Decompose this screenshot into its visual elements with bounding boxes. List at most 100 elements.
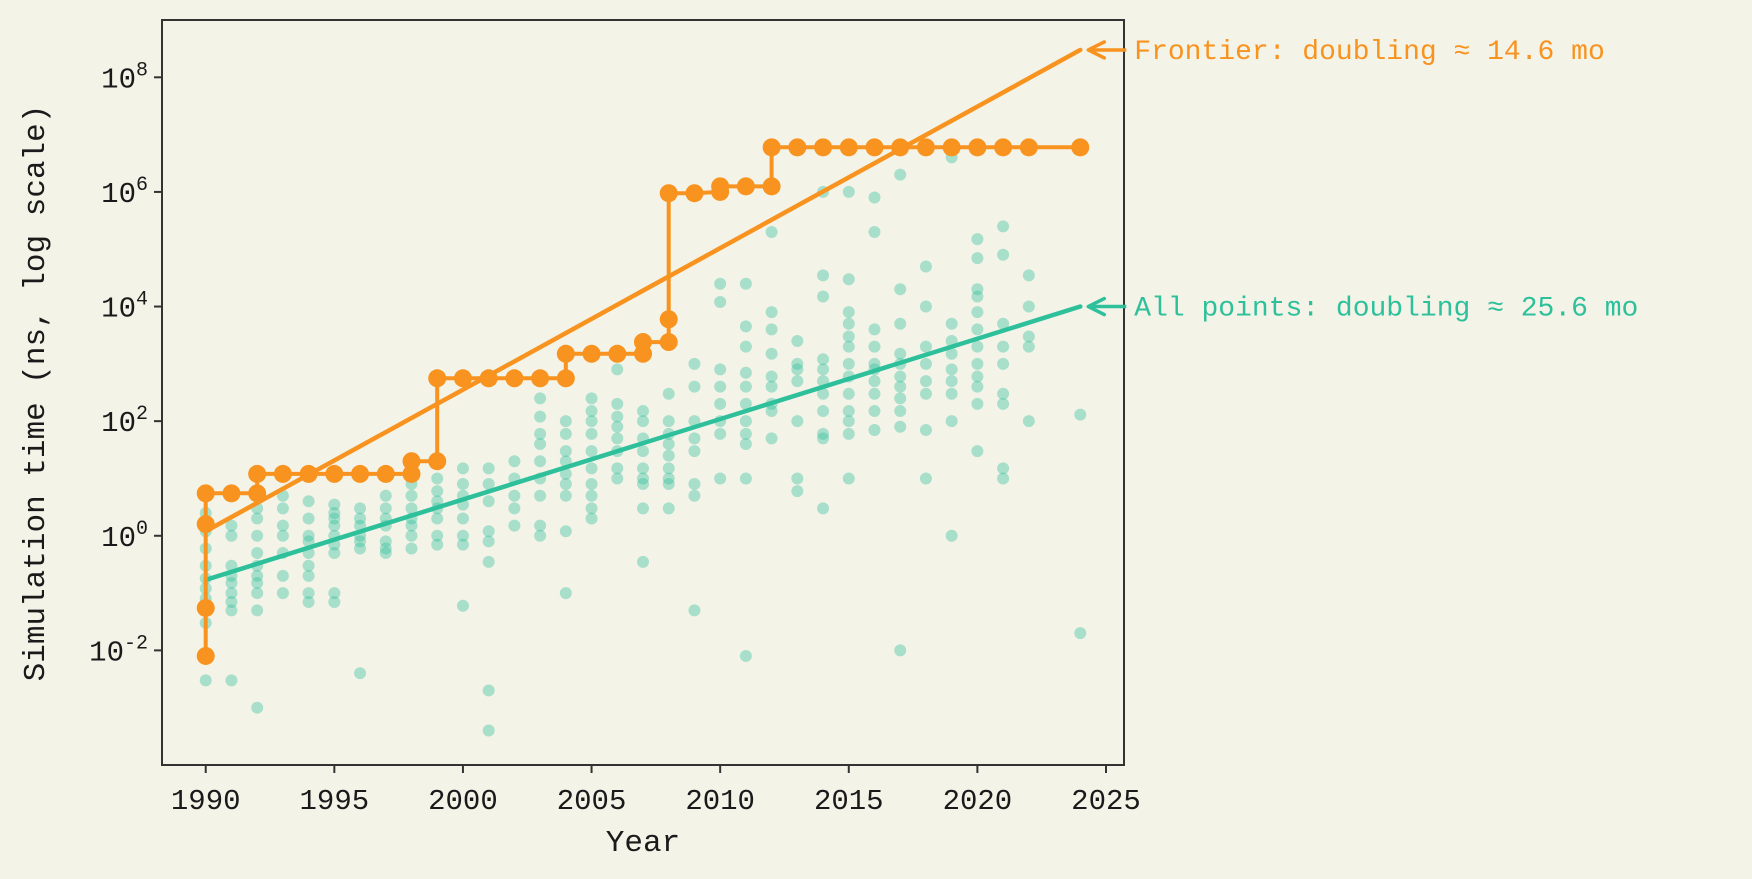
- data-point: [302, 587, 315, 600]
- data-point: [1074, 408, 1087, 421]
- data-point: [1022, 340, 1035, 353]
- data-point: [328, 587, 341, 600]
- frontier-point: [196, 598, 215, 617]
- data-point: [559, 467, 572, 480]
- data-point: [662, 462, 675, 475]
- data-point: [534, 410, 547, 423]
- data-point: [251, 587, 264, 600]
- frontier-point: [325, 464, 344, 483]
- data-point: [1074, 627, 1087, 640]
- data-point: [714, 472, 727, 485]
- data-point: [971, 445, 984, 458]
- data-point: [662, 449, 675, 462]
- data-point: [225, 519, 238, 532]
- data-point: [1022, 415, 1035, 428]
- data-point: [1022, 269, 1035, 282]
- data-point: [971, 233, 984, 246]
- data-point: [868, 375, 881, 388]
- data-point: [739, 340, 752, 353]
- y-tick-label: 104: [101, 289, 148, 326]
- data-point: [739, 380, 752, 393]
- frontier-point: [659, 333, 678, 352]
- data-point: [739, 277, 752, 290]
- frontier-point: [582, 344, 601, 363]
- frontier-point: [479, 369, 498, 388]
- data-point: [765, 347, 778, 360]
- data-point: [611, 472, 624, 485]
- x-tick-label: 1990: [171, 785, 241, 818]
- frontier-point: [428, 452, 447, 471]
- data-point: [842, 317, 855, 330]
- data-point: [328, 506, 341, 519]
- data-point: [482, 684, 495, 697]
- data-point: [508, 519, 521, 532]
- data-point: [868, 323, 881, 336]
- data-point: [894, 370, 907, 383]
- data-point: [251, 512, 264, 525]
- data-point: [251, 529, 264, 542]
- data-point: [842, 185, 855, 198]
- data-point: [791, 485, 804, 498]
- annotation-label: Frontier: doubling ≈ 14.6 mo: [1134, 37, 1604, 68]
- data-point: [225, 529, 238, 542]
- data-point: [482, 495, 495, 508]
- data-point: [714, 296, 727, 309]
- data-point: [456, 478, 469, 491]
- data-point: [868, 225, 881, 238]
- data-point: [919, 472, 932, 485]
- data-point: [791, 415, 804, 428]
- x-tick-label: 2015: [814, 785, 884, 818]
- frontier-line: [203, 145, 1081, 656]
- data-point: [739, 366, 752, 379]
- data-point: [251, 604, 264, 617]
- data-point: [405, 542, 418, 555]
- data-point: [379, 535, 392, 548]
- data-point: [791, 335, 804, 348]
- data-point: [765, 405, 778, 418]
- data-point: [482, 555, 495, 568]
- data-point: [559, 587, 572, 600]
- frontier-fit-line: [203, 47, 1083, 534]
- data-point: [534, 392, 547, 405]
- data-point: [868, 357, 881, 370]
- data-point: [585, 445, 598, 458]
- data-point: [405, 519, 418, 532]
- data-point: [662, 472, 675, 485]
- frontier-point: [556, 344, 575, 363]
- data-point: [199, 674, 212, 687]
- x-axis-title: Year: [606, 826, 680, 861]
- data-point: [302, 595, 315, 608]
- data-point: [534, 455, 547, 468]
- data-point: [971, 252, 984, 265]
- frontier-point: [634, 333, 652, 352]
- data-point: [894, 380, 907, 393]
- data-point: [611, 397, 624, 410]
- data-point: [739, 649, 752, 662]
- data-point: [585, 415, 598, 428]
- data-point: [302, 559, 315, 572]
- data-point: [817, 353, 830, 366]
- data-point: [559, 427, 572, 440]
- data-point: [688, 489, 701, 502]
- data-point: [431, 472, 444, 485]
- data-point: [225, 587, 238, 600]
- data-point: [842, 306, 855, 319]
- data-point: [225, 576, 238, 589]
- frontier-point: [248, 484, 267, 503]
- frontier-point: [196, 646, 215, 665]
- data-point: [585, 462, 598, 475]
- data-point: [997, 462, 1010, 475]
- data-point: [868, 387, 881, 400]
- data-point: [508, 489, 521, 502]
- data-point: [817, 363, 830, 376]
- data-point: [997, 248, 1010, 261]
- frontier-point: [942, 138, 961, 157]
- data-point: [431, 512, 444, 525]
- data-point: [842, 387, 855, 400]
- data-point: [482, 478, 495, 491]
- data-point: [817, 405, 830, 418]
- data-point: [456, 538, 469, 551]
- y-axis: 10-2 100 102 104 106 108: [89, 59, 162, 669]
- data-point: [842, 405, 855, 418]
